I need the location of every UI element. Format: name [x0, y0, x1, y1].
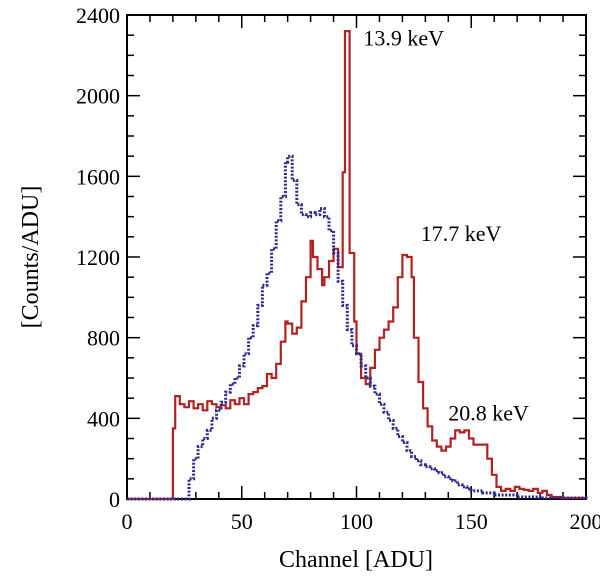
plot-frame	[126, 14, 587, 500]
axis-ticks	[126, 14, 587, 500]
x-axis-title: Channel [ADU]	[279, 547, 433, 573]
y-tick-label: 400	[87, 406, 120, 431]
y-axis-title: [Counts/ADU]	[18, 186, 44, 329]
y-tick-label: 2000	[76, 84, 120, 109]
series-line-1	[127, 30, 586, 501]
x-tick-label: 0	[122, 509, 133, 534]
x-tick-labels: 0 50 100 150 200	[122, 509, 600, 534]
y-tick-label: 800	[87, 326, 120, 351]
y-tick-label: 1200	[76, 245, 120, 270]
y-tick-labels: 0 400 800 1200 1600 2000 2400	[76, 3, 120, 512]
x-tick-label: 200	[570, 509, 600, 534]
x-tick-label: 50	[231, 509, 253, 534]
y-tick-label: 1600	[76, 164, 120, 189]
series-line-2	[127, 154, 588, 501]
x-tick-label: 100	[340, 509, 373, 534]
y-tick-label: 2400	[76, 3, 120, 28]
peak-annotation-2: 17.7 keV	[421, 221, 502, 246]
y-tick-label: 0	[109, 487, 120, 512]
peak-annotation-1: 13.9 keV	[363, 25, 444, 50]
peak-annotation-3: 20.8 keV	[448, 400, 529, 425]
series-group	[127, 30, 588, 501]
x-tick-label: 150	[455, 509, 488, 534]
annotations: 13.9 keV 17.7 keV 20.8 keV	[363, 25, 529, 425]
